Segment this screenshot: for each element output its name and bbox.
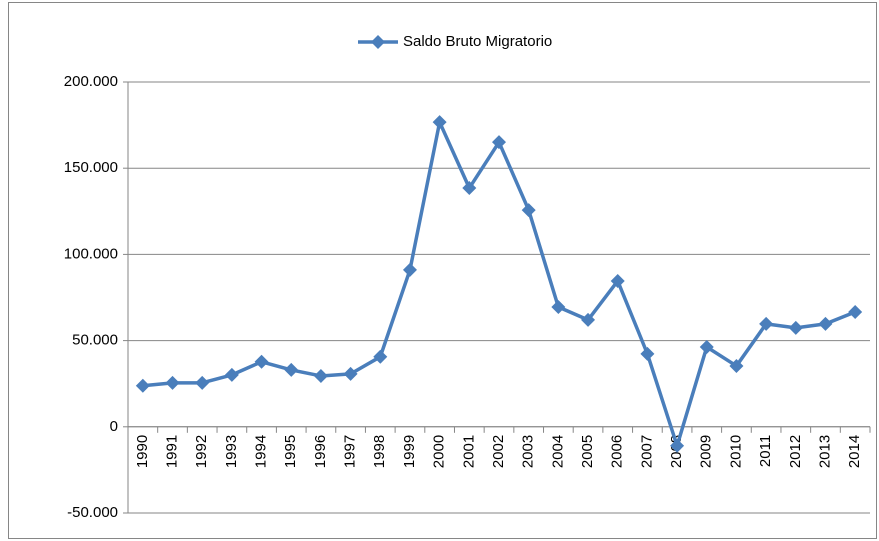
x-tick-label: 2006 (609, 435, 626, 468)
data-point (313, 368, 328, 383)
x-tick-label: 1992 (193, 435, 210, 468)
data-point (551, 299, 566, 314)
data-point (788, 320, 803, 335)
data-point (759, 316, 774, 331)
y-tick-label: 100.000 (64, 245, 118, 262)
data-point (818, 316, 833, 331)
x-tick-label: 1991 (163, 435, 180, 468)
data-point (195, 375, 210, 390)
legend-marker (371, 35, 385, 49)
data-point (254, 354, 269, 369)
x-tick-label: 2004 (549, 435, 566, 468)
x-tick-label: 1994 (253, 435, 270, 468)
x-tick-label: 1998 (371, 435, 388, 468)
x-tick-label: 1995 (282, 435, 299, 468)
data-point (581, 312, 596, 327)
y-tick-label: -50.000 (67, 504, 118, 521)
data-point (610, 273, 625, 288)
data-point (343, 366, 358, 381)
data-point (492, 135, 506, 150)
data-point (848, 304, 863, 319)
x-tick-label: 2002 (490, 435, 507, 468)
x-tick-label: 2005 (579, 435, 596, 468)
data-point (284, 362, 299, 377)
x-tick-label: 2001 (460, 435, 477, 468)
data-point (373, 349, 388, 364)
x-tick-label: 1999 (401, 435, 418, 468)
x-tick-label: 2013 (816, 435, 833, 468)
x-tick-label: 2007 (638, 435, 655, 468)
x-tick-label: 1993 (223, 435, 240, 468)
x-tick-label: 1997 (342, 435, 359, 468)
y-tick-label: 200.000 (64, 73, 118, 90)
x-tick-label: 2011 (757, 435, 774, 467)
data-point (165, 375, 180, 390)
y-tick-label: 150.000 (64, 159, 118, 176)
data-point (640, 346, 655, 361)
data-point (521, 203, 536, 218)
data-point (462, 181, 477, 196)
x-tick-label: 2010 (727, 435, 744, 468)
x-tick-label: 2012 (787, 435, 804, 468)
x-tick-label: 2003 (520, 435, 537, 468)
chart-border (8, 2, 877, 539)
y-tick-label: 0 (110, 418, 118, 435)
y-tick-label: 50.000 (72, 332, 118, 349)
legend-label: Saldo Bruto Migratorio (403, 33, 552, 50)
x-tick-label: 1996 (312, 435, 329, 468)
data-point (729, 358, 744, 373)
x-tick-label: 2009 (698, 435, 715, 468)
data-point (224, 367, 239, 382)
data-point (670, 438, 685, 453)
x-tick-label: 2014 (846, 435, 863, 468)
data-point (699, 339, 714, 354)
x-tick-label: 1990 (134, 435, 151, 468)
data-point (135, 378, 150, 393)
data-point (432, 115, 447, 130)
x-tick-label: 2000 (431, 435, 448, 468)
data-point (402, 262, 417, 277)
